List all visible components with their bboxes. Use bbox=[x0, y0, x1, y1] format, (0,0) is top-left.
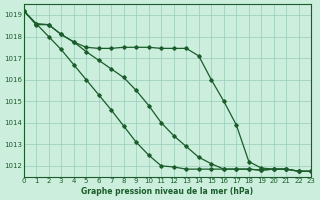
X-axis label: Graphe pression niveau de la mer (hPa): Graphe pression niveau de la mer (hPa) bbox=[81, 187, 253, 196]
